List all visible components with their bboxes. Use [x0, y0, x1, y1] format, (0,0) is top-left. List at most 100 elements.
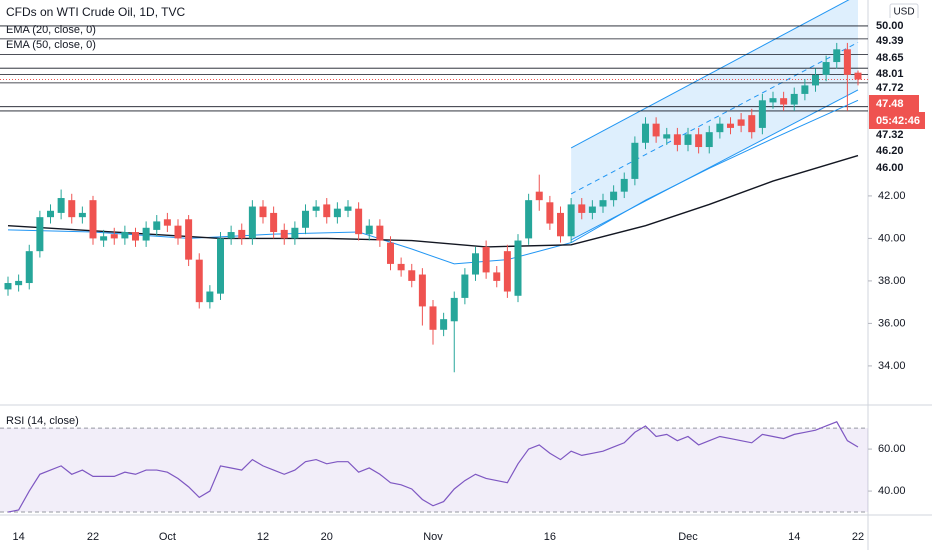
candle-body: [429, 306, 437, 330]
legend-entry: EMA (50, close, 0): [6, 39, 96, 51]
candle-body: [153, 221, 161, 230]
x-tick-label: Nov: [423, 531, 443, 543]
x-tick-label: 16: [544, 531, 556, 543]
candle-body: [36, 217, 44, 252]
candle-body: [248, 206, 256, 239]
rsi-line: [7, 421, 859, 513]
y-tick-label: 42.00: [878, 190, 906, 202]
x-tick-label: 14: [788, 531, 800, 543]
price-label-box: [869, 50, 932, 66]
candle-body: [132, 232, 139, 241]
candle-body: [25, 251, 33, 284]
candle-body: [408, 270, 416, 281]
price-label-box: [869, 33, 932, 49]
candle-body: [461, 274, 469, 298]
candle-body: [291, 227, 299, 239]
candle-body: [89, 200, 97, 239]
candle-body: [514, 240, 522, 296]
candle-body: [790, 93, 798, 105]
candle-body: [47, 210, 54, 218]
channel-median: [570, 41, 859, 195]
x-tick-label: Oct: [159, 531, 176, 543]
candle-body: [578, 204, 586, 213]
candle-body: [302, 210, 309, 228]
candle-body: [206, 291, 214, 303]
candle-body: [695, 134, 703, 148]
y-tick-label: 36.00: [878, 317, 906, 329]
price-label-box: [869, 18, 932, 34]
candle-body: [833, 49, 841, 63]
price-label: 46.00: [876, 162, 904, 174]
x-tick-label: 20: [321, 531, 333, 543]
candle-body: [397, 263, 405, 271]
candle-body: [333, 208, 341, 218]
channel-edge: [570, 0, 850, 149]
candle-body: [727, 123, 734, 128]
y-tick-label: 38.00: [878, 275, 906, 287]
candle-body: [801, 85, 809, 94]
candle-body: [567, 204, 575, 237]
price-label-box: [869, 80, 932, 96]
candle-body: [440, 319, 448, 330]
candle-body: [663, 134, 671, 139]
candle-body: [822, 62, 830, 75]
candle-body: [599, 200, 607, 207]
candle-body: [387, 242, 394, 264]
y-tick-label: 40.00: [878, 485, 906, 497]
candle-body: [15, 280, 23, 286]
candle-body: [812, 74, 819, 86]
candle-body: [376, 225, 384, 241]
candle-body: [418, 274, 426, 307]
candle-body: [684, 134, 692, 145]
countdown: 05:42:46: [876, 115, 920, 127]
candle-body: [769, 98, 777, 103]
price-label: 50.00: [876, 20, 904, 32]
price-label: 48.01: [876, 68, 904, 80]
x-tick-label: 22: [87, 531, 99, 543]
candle-body: [503, 251, 511, 292]
price-label: 49.39: [876, 35, 904, 47]
candle-body: [121, 232, 129, 239]
candle-body: [610, 191, 618, 201]
overlay: CFDs on WTI Crude Oil, 1D, TVC EMA (20, …: [6, 3, 932, 543]
candle-body: [142, 227, 150, 241]
candle-body: [195, 259, 203, 303]
candle-body: [642, 123, 649, 143]
plot: [4, 42, 862, 513]
candle-body: [100, 236, 108, 241]
candle-body: [185, 219, 193, 260]
price-label-box: [869, 160, 932, 176]
candle-body: [525, 200, 533, 239]
candle-body: [450, 297, 458, 322]
candle-body: [748, 115, 756, 133]
candle-body: [705, 132, 713, 148]
candle-body: [110, 234, 118, 239]
candle-body: [546, 202, 554, 224]
candle-body: [716, 123, 724, 133]
ema-line: [7, 154, 859, 248]
last-price-box: [869, 95, 919, 112]
y-tick-label: 34.00: [878, 360, 906, 372]
chart-title: CFDs on WTI Crude Oil, 1D, TVC: [6, 5, 185, 19]
candle-body: [673, 134, 681, 145]
price-label: 46.20: [876, 145, 904, 157]
price-label-box: [869, 66, 932, 82]
candle-body: [493, 272, 501, 281]
candle-body: [323, 204, 331, 218]
candle-body: [57, 198, 65, 213]
candle-body: [312, 206, 320, 211]
channel-fill: [571, 0, 858, 240]
last-price-label: 47.48: [876, 98, 904, 110]
candle-body: [270, 212, 278, 233]
candle-body: [355, 208, 363, 235]
candle-body: [280, 229, 288, 239]
pane-title: RSI (14, close): [6, 415, 79, 427]
candle-body: [365, 225, 373, 235]
candle-body: [217, 238, 224, 294]
price-label: 48.65: [876, 52, 904, 64]
candle-body: [631, 142, 639, 179]
candle-body: [482, 246, 490, 273]
currency[interactable]: USD: [893, 7, 914, 18]
rsi-band: [0, 428, 868, 513]
